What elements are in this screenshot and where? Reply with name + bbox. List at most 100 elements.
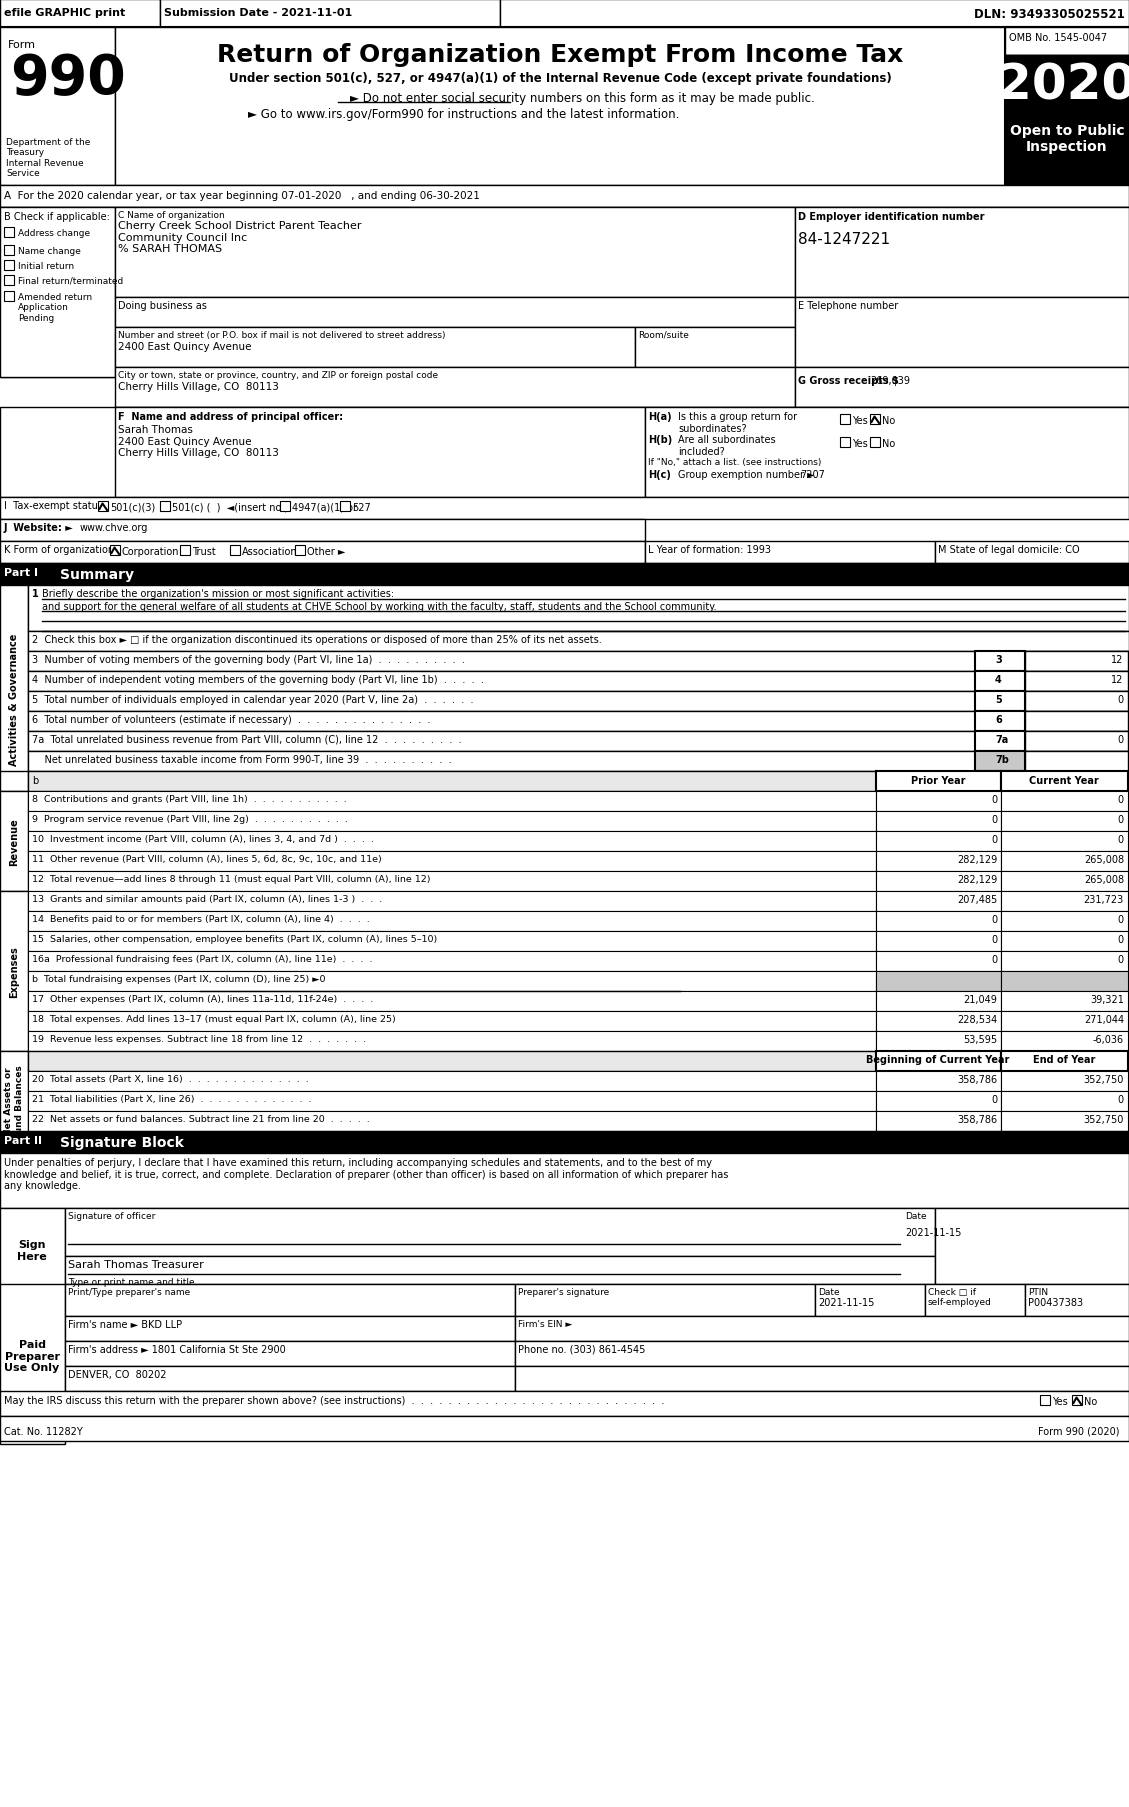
Bar xyxy=(0,1052,28,1151)
Bar xyxy=(28,1091,876,1111)
Text: Yes: Yes xyxy=(852,416,868,426)
Text: 13  Grants and similar amounts paid (Part IX, column (A), lines 1-3 )  .  .  .: 13 Grants and similar amounts paid (Part… xyxy=(32,894,383,904)
Text: 0: 0 xyxy=(991,954,997,965)
Bar xyxy=(876,772,1001,791)
Text: C Name of organization: C Name of organization xyxy=(119,211,225,220)
Text: 0: 0 xyxy=(1118,914,1124,925)
Text: If "No," attach a list. (see instructions): If "No," attach a list. (see instruction… xyxy=(648,457,822,466)
Text: Type or print name and title: Type or print name and title xyxy=(68,1278,194,1287)
Text: 19  Revenue less expenses. Subtract line 18 from line 12  .  .  .  .  .  .  .: 19 Revenue less expenses. Subtract line … xyxy=(32,1034,366,1043)
Text: Sarah Thomas
2400 East Quincy Avenue
Cherry Hills Village, CO  80113: Sarah Thomas 2400 East Quincy Avenue Che… xyxy=(119,425,279,457)
Bar xyxy=(28,772,876,791)
Bar xyxy=(876,952,1001,972)
Bar xyxy=(5,260,14,271)
Text: Corporation: Corporation xyxy=(122,548,180,557)
Text: 527: 527 xyxy=(352,502,370,513)
Bar xyxy=(1005,27,1129,56)
Text: OMB No. 1545-0047: OMB No. 1545-0047 xyxy=(1009,33,1108,43)
Text: Room/suite: Room/suite xyxy=(638,331,689,340)
Text: 21,049: 21,049 xyxy=(963,994,997,1005)
Text: 7b: 7b xyxy=(995,755,1009,764)
Bar xyxy=(815,1285,925,1315)
Text: Yes: Yes xyxy=(1052,1397,1068,1406)
Bar xyxy=(1073,1395,1082,1406)
Bar xyxy=(98,502,108,511)
Text: L Year of formation: 1993: L Year of formation: 1993 xyxy=(648,544,771,555)
Bar xyxy=(876,931,1001,952)
Bar xyxy=(1001,972,1128,992)
Text: Is this a group return for
subordinates?: Is this a group return for subordinates? xyxy=(679,412,797,434)
Bar xyxy=(5,276,14,286)
Text: Date: Date xyxy=(819,1287,840,1296)
Text: Current Year: Current Year xyxy=(1030,775,1099,786)
Text: b: b xyxy=(32,775,38,786)
Text: 17  Other expenses (Part IX, column (A), lines 11a-11d, 11f-24e)  .  .  .  .: 17 Other expenses (Part IX, column (A), … xyxy=(32,994,374,1003)
Text: www.chve.org: www.chve.org xyxy=(80,522,148,533)
Text: 11  Other revenue (Part VIII, column (A), lines 5, 6d, 8c, 9c, 10c, and 11e): 11 Other revenue (Part VIII, column (A),… xyxy=(32,855,382,864)
Bar xyxy=(935,1209,1129,1285)
Text: 228,534: 228,534 xyxy=(956,1014,997,1025)
Bar xyxy=(28,672,1129,692)
Bar xyxy=(1005,56,1129,114)
Bar xyxy=(65,1285,515,1315)
Text: Preparer's signature: Preparer's signature xyxy=(518,1287,610,1296)
Text: 5  Total number of individuals employed in calendar year 2020 (Part V, line 2a) : 5 Total number of individuals employed i… xyxy=(32,694,473,705)
Bar xyxy=(28,752,1129,772)
Bar xyxy=(115,298,795,327)
Bar xyxy=(876,831,1001,851)
Bar xyxy=(28,871,876,891)
Bar xyxy=(230,546,240,557)
Bar xyxy=(1001,1111,1128,1131)
Text: End of Year: End of Year xyxy=(1033,1055,1095,1064)
Text: Amended return
Application
Pending: Amended return Application Pending xyxy=(18,293,93,323)
Bar xyxy=(876,972,1001,992)
Text: 15  Salaries, other compensation, employee benefits (Part IX, column (A), lines : 15 Salaries, other compensation, employe… xyxy=(32,934,437,943)
Text: 0: 0 xyxy=(1118,795,1124,804)
Text: Return of Organization Exempt From Income Tax: Return of Organization Exempt From Incom… xyxy=(217,43,903,67)
Bar xyxy=(115,27,1005,186)
Bar xyxy=(1025,712,1128,732)
Bar xyxy=(1001,871,1128,891)
Text: Association: Association xyxy=(242,548,298,557)
Bar xyxy=(28,712,1129,732)
Bar xyxy=(28,891,876,911)
Bar xyxy=(795,369,1129,408)
Text: Other ►: Other ► xyxy=(307,548,345,557)
Bar xyxy=(0,1417,1129,1442)
Text: 3: 3 xyxy=(995,654,1001,665)
Bar xyxy=(65,1256,935,1285)
Text: 12  Total revenue—add lines 8 through 11 (must equal Part VIII, column (A), line: 12 Total revenue—add lines 8 through 11 … xyxy=(32,875,430,884)
Bar xyxy=(28,585,1129,632)
Text: 990: 990 xyxy=(10,52,125,107)
Bar xyxy=(0,891,28,1052)
Text: I  Tax-exempt status:: I Tax-exempt status: xyxy=(5,501,106,511)
Bar xyxy=(925,1285,1025,1315)
Text: Paid
Preparer
Use Only: Paid Preparer Use Only xyxy=(5,1339,60,1373)
Bar xyxy=(0,208,115,378)
Text: 0: 0 xyxy=(991,1095,997,1104)
Text: Firm's name ► BKD LLP: Firm's name ► BKD LLP xyxy=(68,1319,182,1330)
Bar xyxy=(1001,891,1128,911)
Text: P00437383: P00437383 xyxy=(1029,1297,1083,1306)
Bar xyxy=(295,546,305,557)
Bar xyxy=(28,732,1129,752)
Text: 5: 5 xyxy=(995,694,1001,705)
Bar xyxy=(935,542,1129,564)
Bar xyxy=(0,186,1129,208)
Bar xyxy=(0,520,645,542)
Bar xyxy=(28,992,876,1012)
Bar xyxy=(0,27,1129,186)
Bar xyxy=(28,1012,876,1032)
Text: 4  Number of independent voting members of the governing body (Part VI, line 1b): 4 Number of independent voting members o… xyxy=(32,674,484,685)
Text: Cherry Hills Village, CO  80113: Cherry Hills Village, CO 80113 xyxy=(119,381,279,392)
Bar xyxy=(28,911,876,931)
Bar xyxy=(975,692,1025,712)
Text: K Form of organization:: K Form of organization: xyxy=(5,544,117,555)
Text: Under penalties of perjury, I declare that I have examined this return, includin: Under penalties of perjury, I declare th… xyxy=(5,1156,728,1191)
Text: 269,039: 269,039 xyxy=(870,376,910,385)
Text: 271,044: 271,044 xyxy=(1084,1014,1124,1025)
Bar xyxy=(0,772,28,791)
Text: Initial return: Initial return xyxy=(18,262,75,271)
Text: Print/Type preparer's name: Print/Type preparer's name xyxy=(68,1287,191,1296)
Text: 1: 1 xyxy=(32,589,38,598)
